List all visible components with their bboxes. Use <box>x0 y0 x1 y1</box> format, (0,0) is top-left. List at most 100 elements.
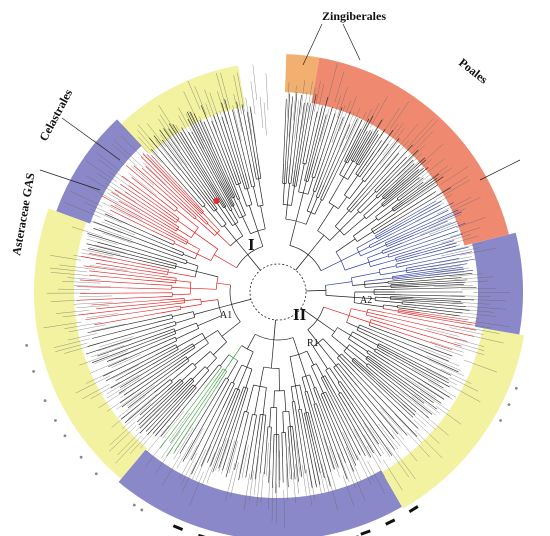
tip-label-line <box>85 175 120 196</box>
branch-segment <box>315 387 326 411</box>
branch-segment <box>402 301 415 304</box>
branch-leaf <box>125 165 162 196</box>
tip-label-line <box>339 111 355 147</box>
branch-leaf <box>372 330 449 362</box>
branch-leaf <box>413 297 475 301</box>
branch-trunk <box>273 319 276 340</box>
branch-segment <box>194 232 218 250</box>
tip-label-line <box>397 123 418 149</box>
tip-label-line <box>158 105 177 134</box>
tip-label-line <box>379 107 400 139</box>
branch-leaf <box>88 274 147 281</box>
branch-arc <box>311 363 317 367</box>
tip-label-line <box>301 464 307 496</box>
branch-segment <box>141 263 169 270</box>
branch-segment <box>344 261 370 271</box>
branch-leaf <box>392 287 477 290</box>
branch-segment <box>175 209 199 228</box>
tip-label-line <box>253 455 259 496</box>
branch-segment <box>378 343 390 350</box>
branch-segment <box>367 251 383 259</box>
branch-segment <box>245 412 249 426</box>
branch-arc <box>396 198 400 201</box>
tip-label-line <box>413 419 440 444</box>
branch-segment <box>164 230 188 243</box>
tip-label-line <box>90 208 123 224</box>
branch-segment <box>259 414 264 445</box>
branch-segment <box>270 427 272 442</box>
branch-leaf <box>145 166 188 206</box>
tip-label-line <box>94 350 128 364</box>
branch-arc <box>252 413 257 416</box>
tip-label-line <box>256 472 261 507</box>
tip-label-line <box>97 173 129 194</box>
tip-label-line <box>237 72 245 112</box>
branch-leaf <box>409 177 424 189</box>
branch-segment <box>337 327 351 336</box>
branch-arc <box>174 263 177 269</box>
branch-arc <box>292 185 297 187</box>
tip-label-line <box>456 217 486 228</box>
branch-segment <box>197 315 223 327</box>
branch-leaf <box>120 183 163 214</box>
branch-segment <box>325 294 355 298</box>
branch-segment <box>329 230 341 241</box>
branch-leaf <box>118 353 182 394</box>
branch-segment <box>398 187 416 201</box>
branch-leaf <box>402 294 465 297</box>
branch-segment <box>370 259 397 267</box>
branch-leaf <box>314 114 327 157</box>
branch-segment <box>203 190 218 209</box>
branch-leaf <box>151 155 184 190</box>
branch-leaf <box>173 386 218 454</box>
tip-marker-dot <box>94 472 98 476</box>
tip-label-line <box>342 475 355 507</box>
branch-segment <box>364 282 389 285</box>
branch-leaf <box>292 451 296 480</box>
branch-segment <box>323 306 350 316</box>
branch-leaf <box>120 351 179 388</box>
branch-segment <box>349 315 371 323</box>
tip-label-line <box>369 427 391 458</box>
branch-segment <box>343 216 366 236</box>
branch-segment <box>167 271 196 278</box>
branch-segment <box>352 136 367 162</box>
branch-segment <box>348 338 368 352</box>
branch-leaf <box>272 453 274 488</box>
branch-leaf <box>216 112 234 160</box>
branch-segment <box>335 238 356 253</box>
tip-markers <box>25 344 518 536</box>
branch-segment <box>390 298 408 301</box>
branch-arc <box>382 304 384 309</box>
branch-leaf <box>378 340 452 376</box>
tip-label-line <box>205 103 217 133</box>
branch-segment <box>313 388 319 401</box>
branch-arc <box>355 173 361 178</box>
branch-segment <box>194 369 210 387</box>
tip-label-line <box>68 333 98 341</box>
branch-segment <box>306 350 315 366</box>
branch-segment <box>351 360 364 372</box>
branch-arc <box>371 229 375 235</box>
tip-label-line <box>115 435 142 464</box>
branch-segment <box>171 300 185 303</box>
branch-leaf <box>87 248 151 264</box>
branch-leaf <box>419 312 469 321</box>
branch-segment <box>157 245 183 256</box>
branch-leaf <box>369 144 413 192</box>
tip-label-line <box>206 447 221 484</box>
branch-leaf <box>115 352 167 381</box>
branch-segment <box>160 199 176 212</box>
tip-label-line <box>114 140 144 168</box>
branch-leaf <box>350 383 395 440</box>
branch-segment <box>240 174 246 190</box>
branch-segment <box>154 260 176 267</box>
tip-label-line <box>363 423 385 455</box>
branch-segment <box>232 159 242 184</box>
branch-segment <box>292 426 296 451</box>
tip-label-line <box>161 454 182 486</box>
branch-segment <box>190 287 217 290</box>
branch-arc <box>337 353 342 359</box>
branch-segment <box>260 205 266 229</box>
branch-segment <box>215 209 227 225</box>
